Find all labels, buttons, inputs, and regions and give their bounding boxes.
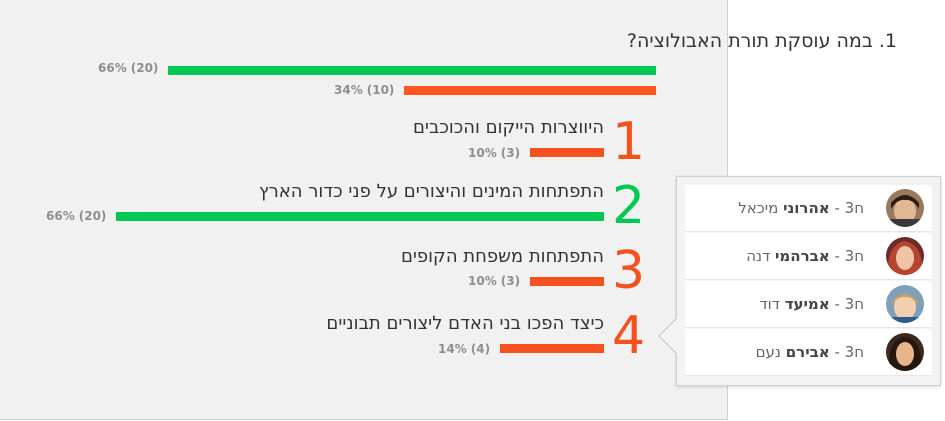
- voter-name: ח3 - אבירם נעם: [755, 343, 864, 361]
- option-count: (3): [500, 274, 521, 288]
- option-percent: 14%: [438, 342, 467, 356]
- avatar: [886, 237, 924, 275]
- option-count: (4): [470, 342, 491, 356]
- summary-label-correct: 66% (20): [88, 61, 158, 75]
- option-result-label: 14% (4): [428, 342, 490, 356]
- option-number: 4: [612, 306, 646, 366]
- summary-bar-incorrect: [404, 86, 656, 95]
- option-percent: 10%: [468, 146, 497, 160]
- summary-percent: 66%: [98, 61, 127, 75]
- option-percent: 10%: [468, 274, 497, 288]
- question-title: 1. במה עוסקת תורת האבולוציה?: [626, 30, 897, 52]
- voters-popup: ח3 - אהרוני מיכאל ח3 - אברהמי דנה ח3 - א…: [676, 176, 941, 386]
- option-bar[interactable]: [500, 344, 604, 353]
- option-result-label: 10% (3): [458, 146, 520, 160]
- option-text: התפתחות משפחת הקופים: [400, 246, 604, 267]
- summary-percent: 34%: [334, 83, 363, 97]
- option-count: (20): [78, 209, 107, 223]
- voter-name: ח3 - אברהמי דנה: [746, 247, 864, 265]
- option-result-label: 66% (20): [36, 209, 106, 223]
- voter-name: ח3 - אמיעד דוד: [759, 295, 864, 313]
- avatar: [886, 333, 924, 371]
- summary-bar-correct: [168, 66, 656, 75]
- option-number: 1: [612, 112, 646, 172]
- avatar: [886, 285, 924, 323]
- option-bar[interactable]: [530, 148, 604, 157]
- option-bar[interactable]: [116, 212, 604, 221]
- voter-row[interactable]: ח3 - אברהמי דנה: [685, 233, 932, 280]
- option-text: התפתחות המינים והיצורים על פני כדור הארץ: [258, 181, 604, 202]
- option-percent: 66%: [46, 209, 75, 223]
- summary-count: (10): [366, 83, 395, 97]
- avatar: [886, 189, 924, 227]
- popup-pointer-fill: [660, 319, 677, 353]
- option-text: כיצד הפכו בני האדם ליצורים תבוניים: [326, 313, 604, 334]
- option-count: (3): [500, 146, 521, 160]
- option-bar[interactable]: [530, 277, 604, 286]
- voter-row[interactable]: ח3 - אהרוני מיכאל: [685, 185, 932, 232]
- option-result-label: 10% (3): [458, 274, 520, 288]
- option-number: 3: [612, 241, 646, 301]
- voter-row[interactable]: ח3 - אמיעד דוד: [685, 281, 932, 328]
- voter-row[interactable]: ח3 - אבירם נעם: [685, 329, 932, 376]
- option-number: 2: [612, 176, 646, 236]
- summary-count: (20): [130, 61, 159, 75]
- option-text: היווצרות הייקום והכוכבים: [412, 117, 604, 138]
- summary-label-incorrect: 34% (10): [324, 83, 394, 97]
- voter-name: ח3 - אהרוני מיכאל: [738, 199, 864, 217]
